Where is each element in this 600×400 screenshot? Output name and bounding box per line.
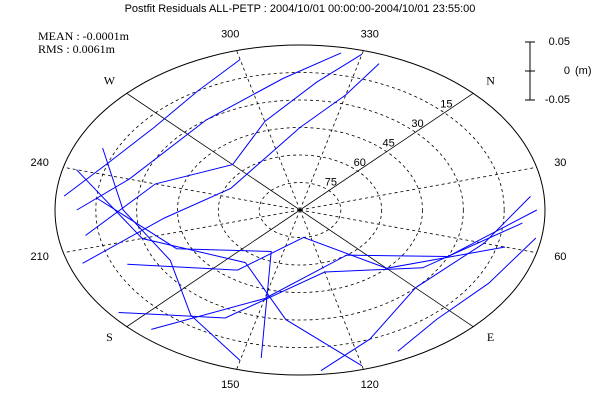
azimuth-line (299, 209, 364, 370)
horizon (54, 44, 546, 376)
track (76, 52, 342, 211)
azimuth-label: 240 (31, 157, 49, 169)
track (85, 53, 363, 236)
azimuth-label: N (486, 73, 495, 87)
scale-tick-label: 0 (564, 65, 570, 77)
azimuth-label: 300 (221, 29, 239, 41)
azimuth-line (236, 209, 301, 370)
elevation-circle (136, 99, 464, 321)
track (118, 222, 523, 319)
azimuth-label: S (106, 330, 113, 344)
azimuth-line (63, 209, 301, 254)
elevation-circle (95, 72, 505, 348)
track (96, 197, 272, 359)
azimuth-label: 210 (31, 251, 49, 263)
track (127, 236, 506, 271)
rms-label: RMS : 0.0061m (38, 42, 116, 56)
azimuth-line (299, 209, 537, 254)
track (102, 147, 241, 361)
azimuth-label: 120 (361, 379, 379, 391)
scale-tick-label: 0.05 (549, 36, 570, 48)
azimuth-line (299, 166, 537, 211)
elevation-label: 45 (382, 138, 394, 150)
scale-unit: (m) (575, 65, 592, 77)
azimuth-label: 330 (361, 29, 379, 41)
azimuth-label: 30 (554, 157, 566, 169)
azimuth-label: W (104, 73, 116, 87)
azimuth-line (299, 50, 364, 211)
scale-tick-label: -0.05 (545, 94, 570, 106)
chart-title: Postfit Residuals ALL-PETP : 2004/10/01 … (125, 3, 476, 15)
track (82, 63, 380, 264)
azimuth-label: 60 (554, 251, 566, 263)
azimuth-line (63, 166, 301, 211)
azimuth-label: E (487, 330, 494, 344)
azimuth-line (236, 50, 301, 211)
track (397, 237, 537, 352)
elevation-circle (258, 182, 342, 238)
mean-label: MEAN : -0.0001m (38, 29, 130, 43)
elevation-label: 75 (325, 176, 337, 188)
track (320, 196, 531, 372)
elevation-label: 30 (411, 118, 423, 130)
elevation-circle (217, 154, 383, 266)
track (151, 209, 538, 330)
elevation-label: 60 (354, 157, 366, 169)
azimuth-label: 150 (221, 379, 239, 391)
track (63, 59, 241, 197)
elevation-label: 15 (440, 99, 452, 111)
track (76, 169, 363, 367)
